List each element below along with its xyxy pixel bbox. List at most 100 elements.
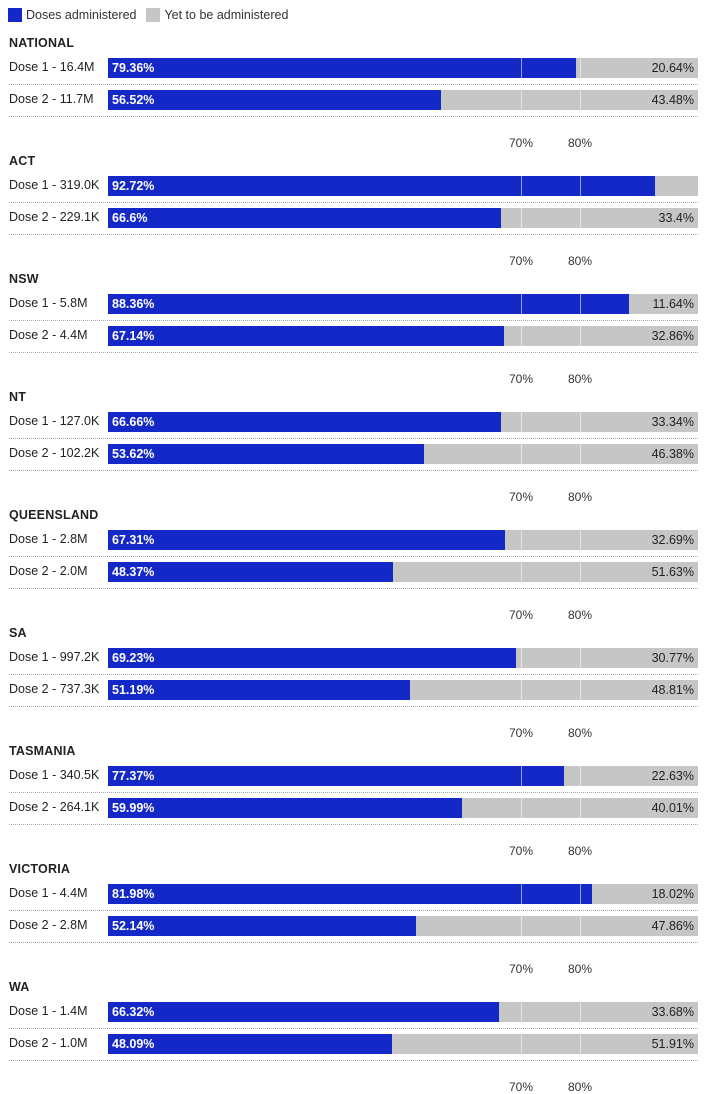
bar-administered [108,58,577,78]
row-separator [9,202,698,203]
value-administered-label: 79.36% [112,61,155,75]
reference-line-70 [521,798,522,818]
tick-label-70: 70% [508,962,534,976]
region-title: VICTORIA [9,862,71,876]
reference-line-80 [580,176,581,196]
value-remaining-label: 33.68% [651,1005,694,1019]
bar-administered [108,916,416,936]
tick-label-80: 80% [567,844,593,858]
bar-track: 48.09% 51.91% [108,1034,698,1054]
row-separator [9,1060,698,1061]
region-title: SA [9,626,27,640]
value-remaining-label: 47.86% [651,919,694,933]
row-separator [9,824,698,825]
value-administered-label: 56.52% [112,93,155,107]
row-separator [9,320,698,321]
value-remaining-label: 18.02% [651,887,694,901]
reference-line-70 [521,884,522,904]
bar-administered [108,884,592,904]
value-administered-label: 81.98% [112,887,155,901]
bar-track: 51.19% 48.81% [108,680,698,700]
reference-line-80 [580,326,581,346]
tick-label-70: 70% [508,726,534,740]
dose-label: Dose 1 - 340.5K [9,768,100,782]
value-remaining-label: 46.38% [651,447,694,461]
dose-label: Dose 2 - 264.1K [9,800,100,814]
bar-administered [108,1034,392,1054]
value-remaining-label: 22.63% [651,769,694,783]
bar-track: 53.62% 46.38% [108,444,698,464]
row-separator [9,706,698,707]
row-separator [9,588,698,589]
reference-line-70 [521,208,522,228]
reference-line-70 [521,90,522,110]
value-remaining-label: 33.34% [651,415,694,429]
row-separator [9,556,698,557]
tick-label-80: 80% [567,136,593,150]
bar-administered [108,444,425,464]
region-title: NT [9,390,27,404]
value-administered-label: 66.66% [112,415,155,429]
reference-line-70 [521,680,522,700]
reference-line-70 [521,562,522,582]
region-group-sa: SA Dose 1 - 997.2K 69.23% 30.77% Dose 2 - 73… [0,626,714,740]
value-remaining-label: 51.91% [651,1037,694,1051]
region-group-nsw: NSW Dose 1 - 5.8M 88.36% 11.64% Dose 2 - 4.4… [0,272,714,386]
reference-line-80 [580,1002,581,1022]
value-administered-label: 88.36% [112,297,155,311]
region-group-tasmania: TASMANIA Dose 1 - 340.5K 77.37% 22.63% Dose … [0,744,714,858]
tick-label-70: 70% [508,490,534,504]
legend-label-administered: Doses administered [26,8,137,22]
bar-track: 67.31% 32.69% [108,530,698,550]
value-administered-label: 67.31% [112,533,155,547]
dose-label: Dose 2 - 229.1K [9,210,100,224]
reference-line-80 [580,884,581,904]
dose-label: Dose 1 - 997.2K [9,650,100,664]
reference-line-80 [580,648,581,668]
tick-label-80: 80% [567,608,593,622]
reference-line-70 [521,530,522,550]
reference-line-80 [580,766,581,786]
region-group-wa: WA Dose 1 - 1.4M 66.32% 33.68% Dose 2 - 1.0M… [0,980,714,1094]
region-group-queensland: QUEENSLAND Dose 1 - 2.8M 67.31% 32.69% Dose … [0,508,714,622]
reference-line-70 [521,916,522,936]
region-title: QUEENSLAND [9,508,99,522]
row-separator [9,792,698,793]
row-separator [9,352,698,353]
reference-line-80 [580,294,581,314]
reference-line-80 [580,208,581,228]
chart-legend: Doses administered Yet to be administere… [8,6,298,24]
bar-track: 59.99% 40.01% [108,798,698,818]
row-separator [9,910,698,911]
region-group-nt: NT Dose 1 - 127.0K 66.66% 33.34% Dose 2 - 10… [0,390,714,504]
bar-administered [108,90,442,110]
bar-administered [108,294,630,314]
reference-line-80 [580,1034,581,1054]
dose-label: Dose 2 - 102.2K [9,446,100,460]
dose-label: Dose 2 - 737.3K [9,682,100,696]
bar-track: 48.37% 51.63% [108,562,698,582]
reference-line-70 [521,176,522,196]
bar-track: 88.36% 11.64% [108,294,698,314]
legend-item-administered: Doses administered [8,8,136,22]
bar-administered [108,680,411,700]
tick-label-80: 80% [567,1080,593,1094]
value-administered-label: 66.32% [112,1005,155,1019]
tick-label-80: 80% [567,962,593,976]
reference-line-80 [580,562,581,582]
reference-line-70 [521,412,522,432]
reference-line-70 [521,326,522,346]
row-separator [9,470,698,471]
bar-track: 56.52% 43.48% [108,90,698,110]
value-remaining-label: 43.48% [651,93,694,107]
bar-track: 81.98% 18.02% [108,884,698,904]
tick-label-80: 80% [567,254,593,268]
region-title: NATIONAL [9,36,75,50]
value-administered-label: 77.37% [112,769,155,783]
bar-track: 52.14% 47.86% [108,916,698,936]
dose-label: Dose 1 - 4.4M [9,886,88,900]
reference-line-70 [521,294,522,314]
value-remaining-label: 33.4% [658,211,694,225]
reference-line-70 [521,1002,522,1022]
value-remaining-label: 11.64% [652,297,694,311]
